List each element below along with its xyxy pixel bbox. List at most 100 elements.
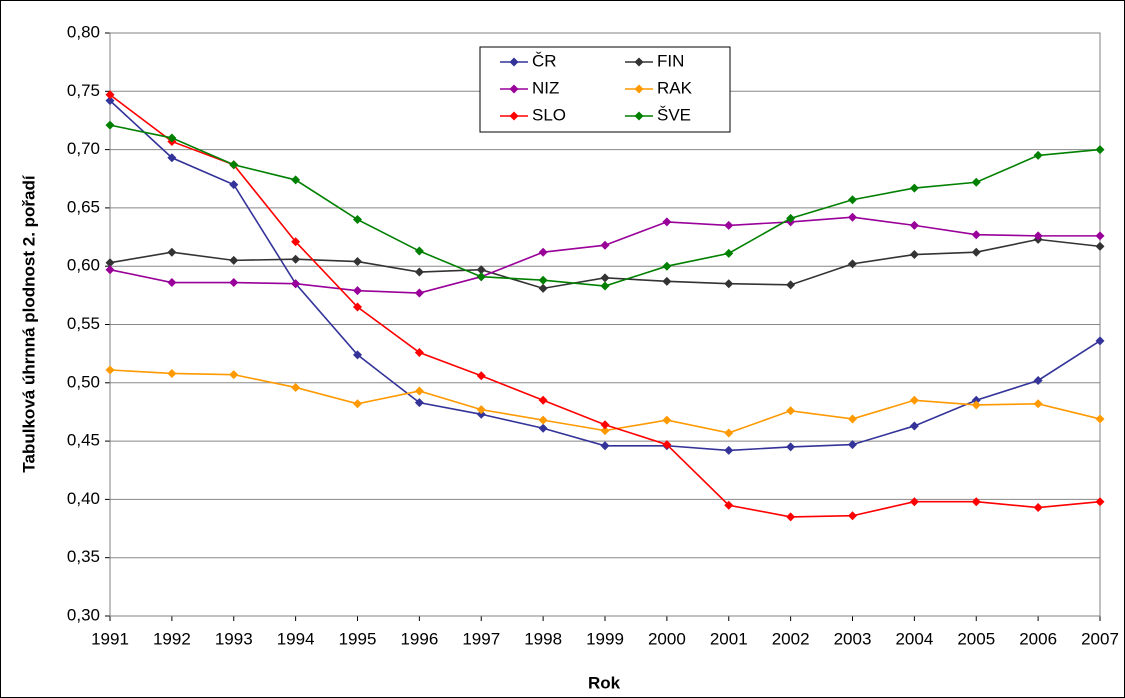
legend-label: NIZ	[532, 78, 559, 97]
x-tick-label: 2000	[648, 629, 686, 648]
point-marker	[662, 276, 672, 286]
point-marker	[909, 183, 919, 193]
x-tick-label: 1995	[339, 629, 377, 648]
legend: ČR FIN NIZ RAK SLO ŠVE	[479, 46, 731, 133]
point-marker	[229, 278, 239, 288]
y-tick-label: 0,35	[67, 547, 100, 566]
y-tick-label: 0,65	[67, 197, 100, 216]
point-marker	[229, 160, 239, 170]
point-marker	[724, 428, 734, 438]
point-marker	[476, 371, 486, 381]
point-marker	[105, 258, 115, 268]
point-marker	[167, 278, 177, 288]
point-marker	[229, 255, 239, 265]
x-tick-label: 2003	[834, 629, 872, 648]
point-marker	[662, 440, 672, 450]
point-marker	[848, 195, 857, 205]
x-tick-label: 1992	[153, 629, 191, 648]
legend-label: ŠVE	[657, 105, 691, 124]
point-marker	[105, 365, 115, 375]
point-marker	[1095, 336, 1105, 346]
y-tick-label: 0,45	[67, 431, 100, 450]
point-marker	[848, 511, 857, 521]
point-marker	[971, 230, 981, 240]
legend-marker	[509, 84, 519, 94]
point-marker	[1033, 150, 1043, 160]
point-marker	[971, 247, 981, 257]
point-marker	[538, 283, 548, 293]
x-tick-label: 1999	[586, 629, 624, 648]
point-marker	[476, 409, 486, 419]
point-marker	[414, 398, 424, 408]
point-marker	[909, 421, 919, 431]
plot-area	[109, 32, 1101, 617]
y-tick-label: 0,60	[67, 256, 100, 275]
point-marker	[291, 175, 301, 185]
point-marker	[848, 212, 857, 222]
legend-marker	[634, 111, 644, 121]
y-tick-label: 0,55	[67, 314, 100, 333]
y-tick-label: 0,70	[67, 139, 100, 158]
point-marker	[167, 247, 177, 257]
point-marker	[662, 261, 672, 271]
point-marker	[600, 281, 610, 291]
point-marker	[476, 405, 486, 415]
y-tick-label: 0,80	[67, 22, 100, 41]
point-marker	[1095, 414, 1105, 424]
point-marker	[909, 395, 919, 405]
point-marker	[909, 220, 919, 230]
point-marker	[291, 237, 301, 247]
point-marker	[167, 133, 177, 143]
point-marker	[353, 257, 362, 267]
point-marker	[724, 445, 734, 455]
point-marker	[291, 279, 301, 289]
point-marker	[1095, 497, 1105, 507]
point-marker	[848, 259, 857, 269]
point-marker	[1033, 375, 1043, 385]
point-marker	[786, 406, 796, 416]
point-marker	[291, 382, 301, 392]
point-marker	[724, 248, 734, 258]
y-axis-title: Tabulková úhrnná plodnost 2. pořadí	[19, 174, 38, 472]
point-marker	[1095, 231, 1105, 241]
x-tick-label: 1997	[462, 629, 500, 648]
point-marker	[538, 275, 548, 285]
x-tick-label: 1991	[91, 629, 129, 648]
point-marker	[1033, 399, 1043, 409]
point-marker	[1095, 241, 1105, 251]
point-marker	[414, 288, 424, 298]
point-marker	[229, 370, 239, 380]
point-marker	[476, 265, 486, 275]
point-marker	[786, 280, 796, 290]
point-marker	[105, 120, 115, 130]
point-marker	[724, 279, 734, 289]
point-marker	[353, 215, 362, 225]
point-marker	[600, 441, 610, 451]
point-marker	[971, 395, 981, 405]
point-marker	[229, 180, 239, 190]
x-tick-label: 2005	[957, 629, 995, 648]
point-marker	[1033, 503, 1043, 513]
point-marker	[848, 414, 857, 424]
legend-marker	[509, 57, 519, 67]
point-marker	[786, 213, 796, 223]
point-marker	[414, 347, 424, 357]
x-tick-label: 1998	[524, 629, 562, 648]
legend-label: SLO	[532, 105, 566, 124]
legend-label: RAK	[657, 78, 693, 97]
point-marker	[724, 500, 734, 510]
point-marker	[167, 153, 177, 163]
point-marker	[909, 250, 919, 260]
point-marker	[538, 247, 548, 257]
point-marker	[662, 415, 672, 425]
point-marker	[414, 386, 424, 396]
x-tick-label: 1993	[215, 629, 253, 648]
legend-label: ČR	[532, 51, 557, 70]
legend-label: FIN	[657, 51, 684, 70]
x-tick-label: 2001	[710, 629, 748, 648]
point-marker	[167, 368, 177, 378]
point-marker	[353, 286, 362, 296]
point-marker	[971, 497, 981, 507]
point-marker	[105, 265, 115, 275]
